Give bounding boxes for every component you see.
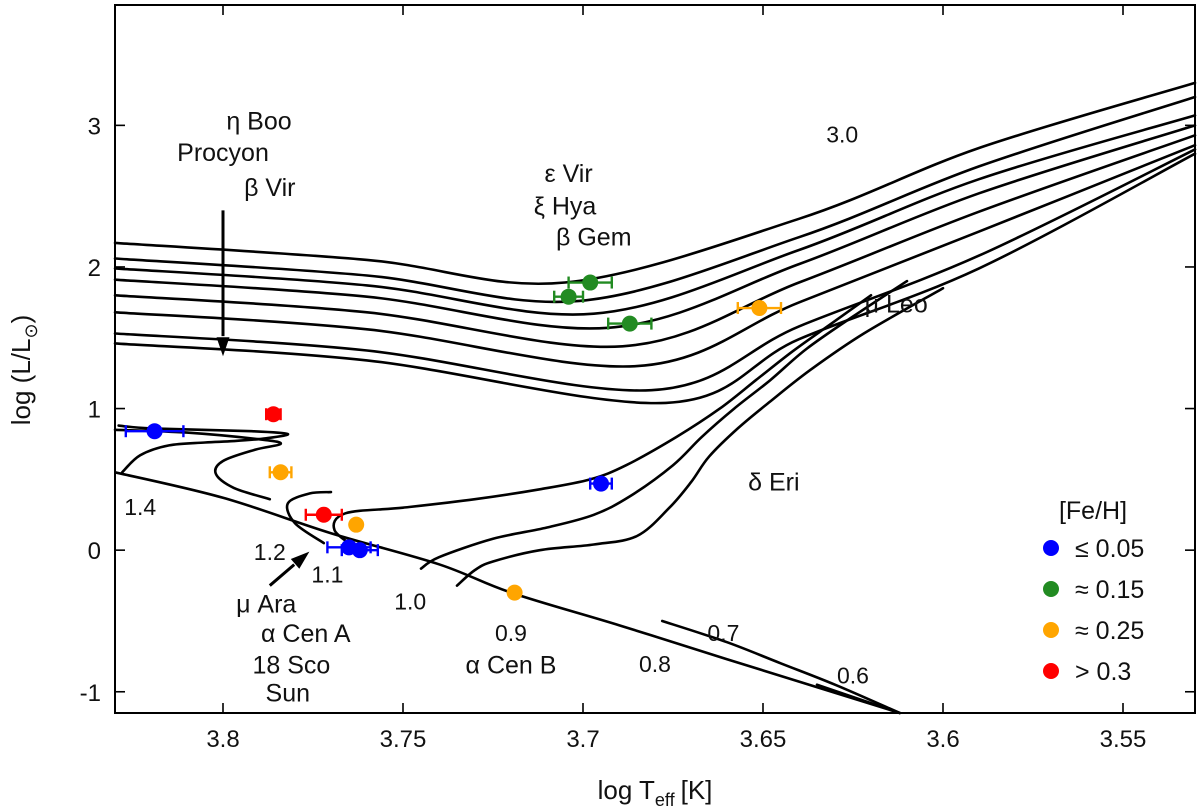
track-1.0 [332,294,873,552]
data-point [265,406,282,423]
star-label: α Cen B [466,651,557,679]
legend: [Fe/H] ≤ 0.05 ≈ 0.15 ≈ 0.25 > 0.3 [1043,497,1144,686]
data-point [582,274,599,291]
mass-label: 1.0 [394,589,426,615]
star-label: δ Eri [748,469,799,497]
legend-label: ≤ 0.05 [1075,535,1144,563]
mass-label: 3.0 [826,121,858,147]
star-label: β Vir [244,174,295,202]
legend-label: > 0.3 [1075,658,1131,686]
mass-label: 1.4 [124,494,156,520]
x-tick-label: 3.7 [566,726,599,753]
track-0.6 [815,683,902,715]
data-point [751,300,768,317]
x-tick-label: 3.65 [740,726,787,753]
evolution-tracks [113,81,1197,715]
x-tick-label: 3.8 [206,726,239,753]
star-label: ξ Hya [534,193,597,221]
track-0.8 [455,286,945,587]
arrow-shaft [268,563,296,587]
data-point [351,542,368,559]
upper-track [113,124,1197,330]
data-point [560,288,577,305]
legend-label: ≈ 0.15 [1075,576,1144,604]
star-label: Sun [266,680,310,708]
upper-track [113,152,1197,405]
star-label: Procyon [177,139,269,167]
mass-label: 0.9 [495,620,527,646]
track-1.2 [113,428,283,501]
star-label: μ Ara [236,590,296,618]
y-tick-label: -1 [80,680,101,707]
star-label: α Cen A [261,620,351,648]
y-tick-label: 0 [88,538,101,565]
star-label: μ Leo [865,290,928,318]
star-label: β Gem [556,224,632,252]
data-point [272,464,289,481]
y-axis-title: log (L/L⊙) [6,315,41,426]
mass-label: 0.6 [837,662,869,688]
mass-label: 0.7 [707,620,739,646]
data-point [506,584,523,601]
track-0.7 [660,619,902,715]
data-point [315,506,332,523]
annotations: η Boo Procyon β Vir ε Vir ξ Hya β Gem μ Leo δ E… [124,108,928,708]
mass-label: 1.2 [254,539,286,565]
legend-marker [1043,622,1059,638]
upper-track [113,143,1197,368]
star-label: ε Vir [544,160,592,188]
data-point [348,516,365,533]
track-0.9 [419,279,909,570]
track-1.1 [285,490,333,545]
mass-label: 1.1 [311,562,343,588]
star-label: 18 Sco [252,651,330,679]
x-tick-label: 3.75 [380,726,427,753]
x-tick-label: 3.55 [1100,726,1147,753]
upper-track [113,134,1197,349]
legend-label: ≈ 0.25 [1075,617,1144,645]
data-points [124,274,783,601]
mass-label: 0.8 [639,651,671,677]
x-axis-title: log Teff [K] [598,775,713,809]
y-tick-label: 2 [88,255,101,282]
upper-track [113,114,1197,316]
legend-title: [Fe/H] [1059,497,1127,525]
x-tick-label: 3.6 [926,726,959,753]
upper-track [113,81,1197,286]
y-tick-label: 3 [88,113,101,140]
legend-marker [1043,663,1059,679]
upper-track [113,95,1197,304]
plot-frame [114,4,1196,714]
data-point [593,475,609,492]
zams-line [114,471,901,715]
arrow-head [290,551,310,569]
legend-marker [1043,581,1059,597]
data-point [621,315,638,332]
legend-marker [1043,540,1059,556]
data-point [146,423,163,440]
axes: 3.8 3.75 3.7 3.65 3.6 3.55 -1 0 1 2 3 [80,5,1195,753]
star-label: η Boo [226,108,291,136]
y-tick-label: 1 [88,397,101,424]
upper-track [113,148,1197,392]
arrow-head [216,337,230,357]
